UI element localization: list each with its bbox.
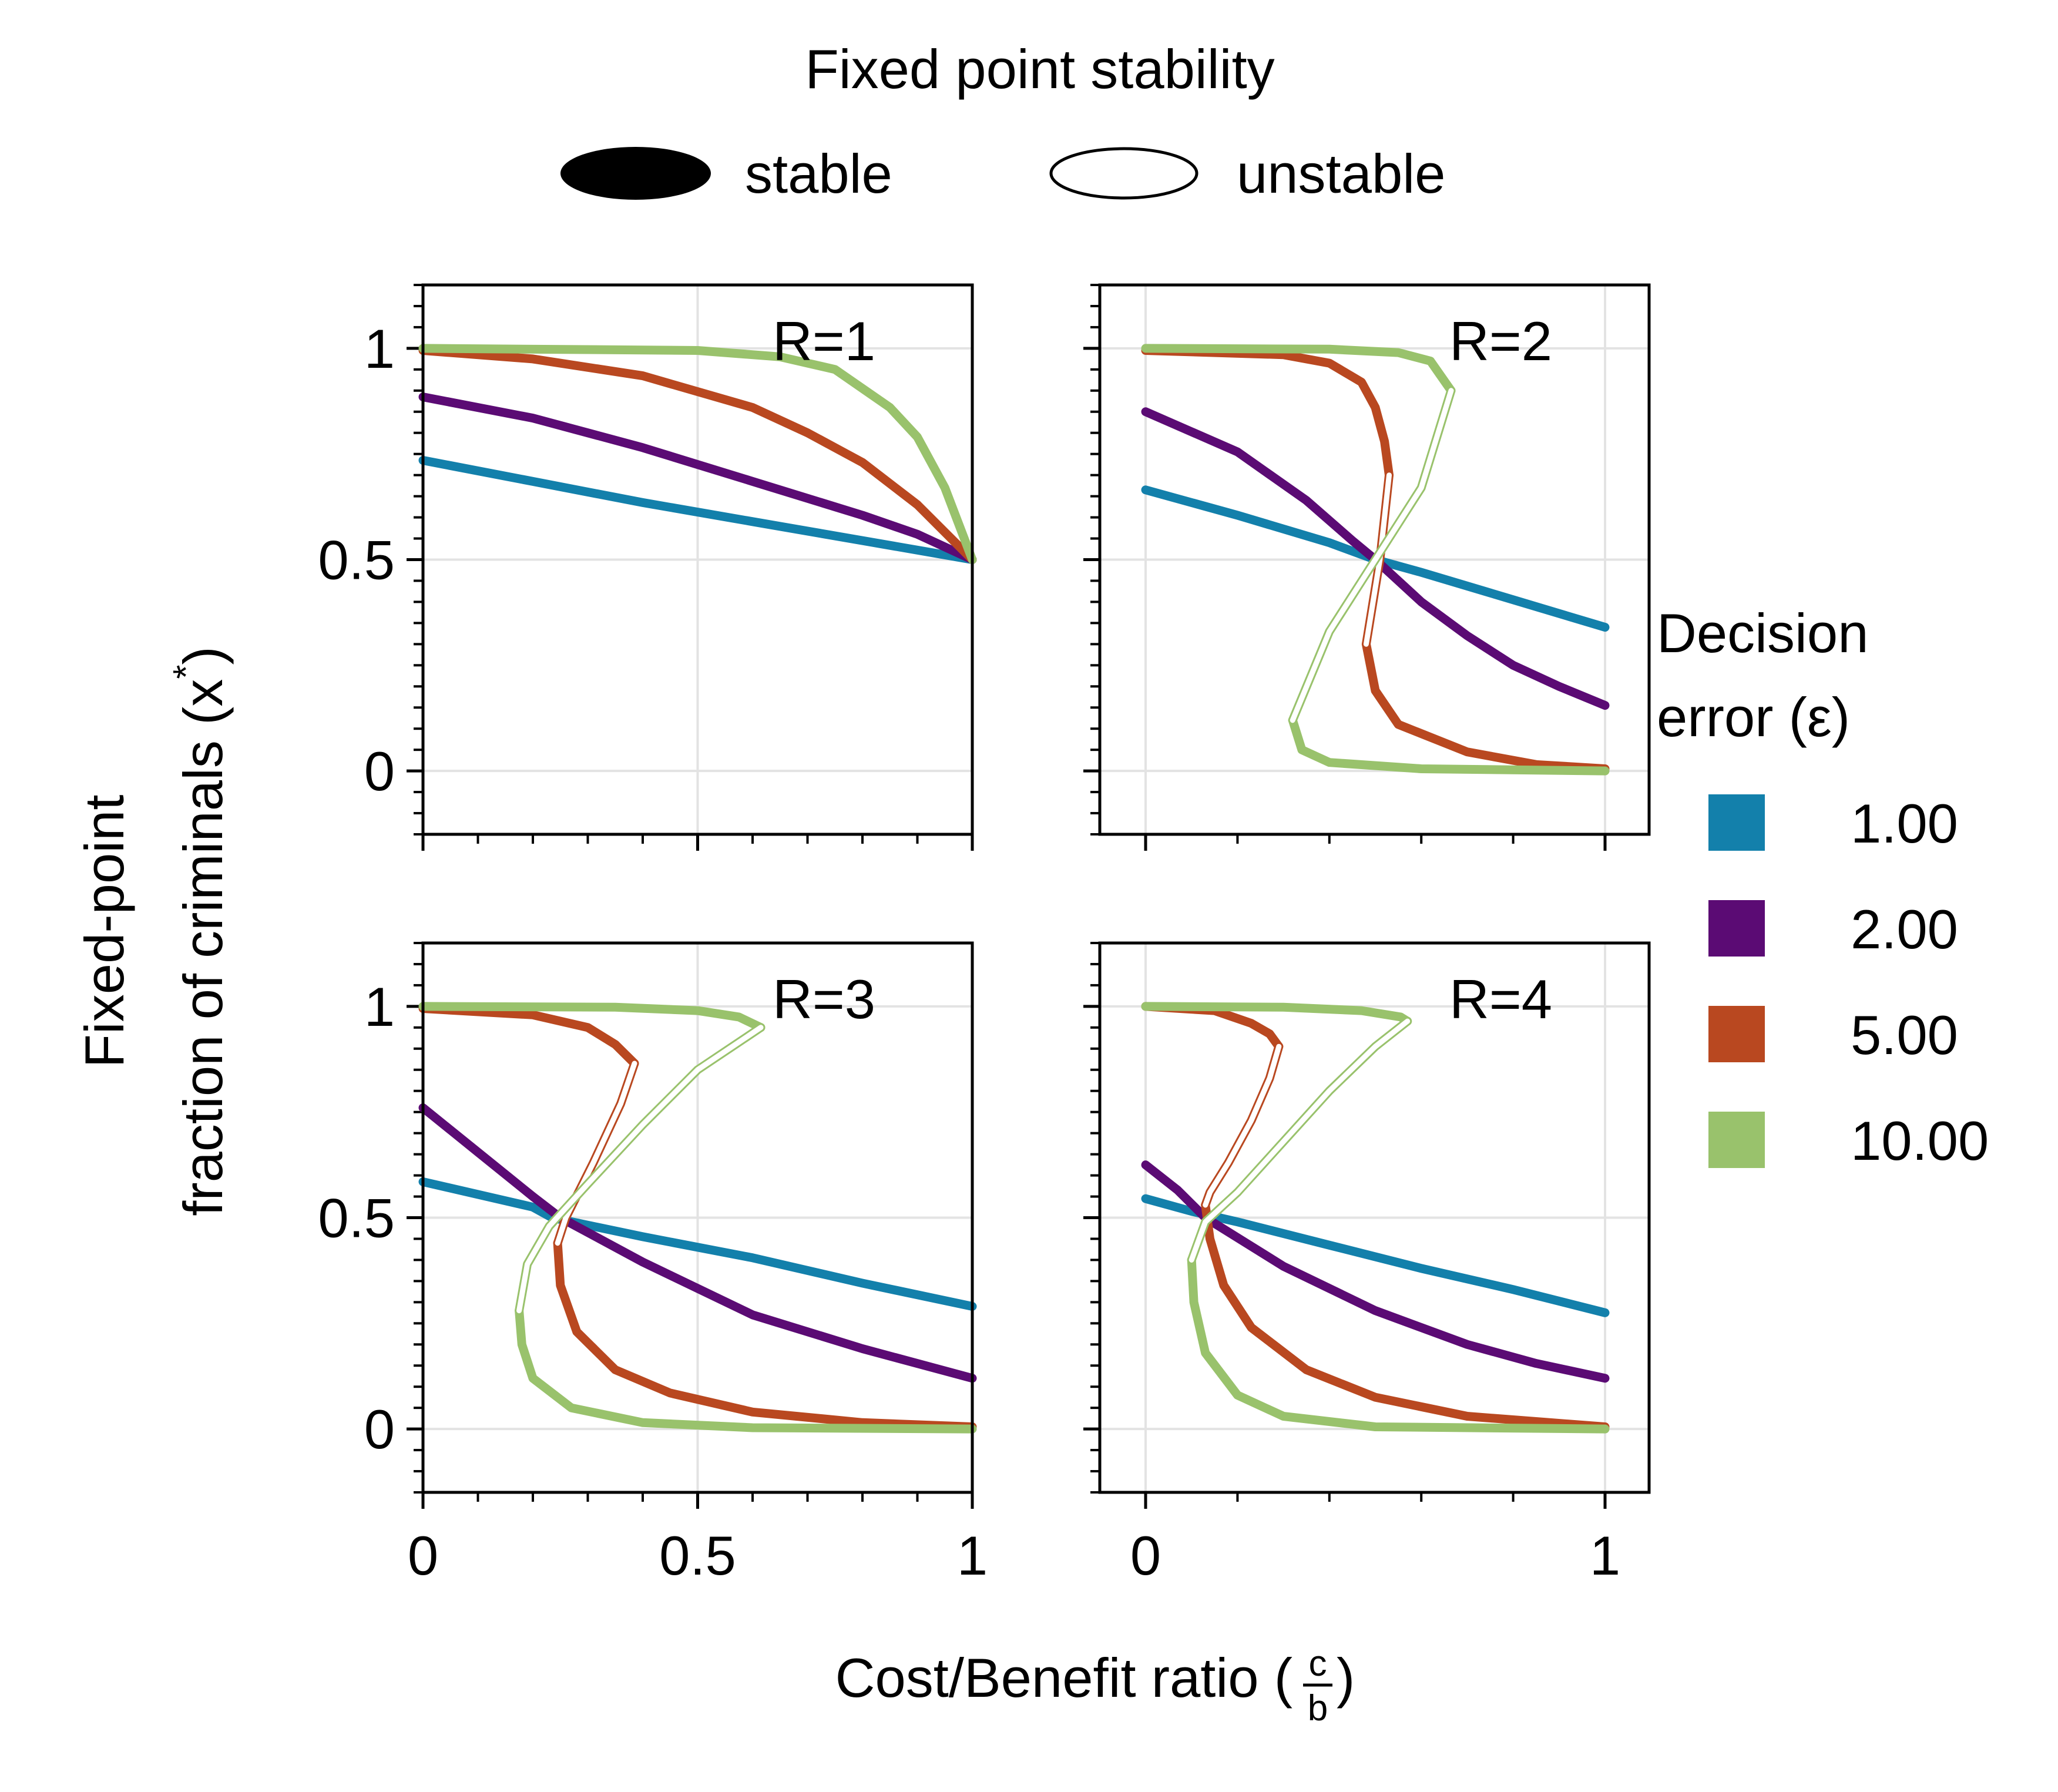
panel-frame: [1098, 941, 1651, 1494]
x-axis-title-numerator: c: [1309, 1643, 1327, 1684]
stable-branch-eps-10.00: [1141, 344, 1456, 395]
y-tick-label: 0.5: [318, 529, 395, 591]
stable-branch-eps-2.00: [418, 392, 977, 564]
unstable-label: unstable: [1237, 143, 1445, 204]
stable-branch-eps-5.00: [1201, 1200, 1610, 1431]
stability-legend-title: Fixed point stability: [805, 38, 1274, 100]
stable-branch-eps-2.00: [418, 1103, 977, 1383]
stable-branch-eps-10.00: [1288, 716, 1610, 776]
unstable-branch-eps-10.00: [516, 1025, 764, 1314]
unstable-branch-eps-5.00: [1203, 1043, 1282, 1208]
y-tick-label: 0.5: [318, 1187, 395, 1249]
x-axis-title: Cost/Benefit ratio ( c b ): [835, 1643, 1355, 1729]
unstable-branch-eps-10.00: [1189, 1018, 1411, 1263]
legend-swatch-eps-10.00: [1708, 1112, 1765, 1168]
stable-branch-eps-1.00: [1141, 1194, 1610, 1317]
legend-label-eps-1.00: 1.00: [1851, 793, 1958, 854]
y-axis-title: Fixed-point fraction of criminals (x*): [73, 646, 234, 1216]
stable-branch-eps-10.00: [1141, 1002, 1412, 1026]
x-tick-label: 0: [1130, 1525, 1161, 1586]
y-tick-label: 1: [364, 318, 395, 380]
legend-label-eps-5.00: 5.00: [1851, 1004, 1958, 1066]
stable-branch-eps-10.00: [418, 344, 977, 564]
y-axis-title-line1: Fixed-point: [73, 795, 135, 1068]
panel-frame: [421, 941, 974, 1494]
unstable-marker: [1049, 147, 1198, 200]
panel-label: R=4: [1449, 968, 1552, 1030]
error-legend: Decision error (ε) 1.00 2.00 5.00 10.00: [1657, 602, 1989, 1172]
unstable-branch-eps-10.00: [1290, 388, 1454, 723]
x-tick-label: 0.5: [659, 1525, 736, 1586]
panel-1: 0 0.5 1 R=1: [318, 283, 977, 851]
stable-branch-eps-10.00: [1187, 1255, 1610, 1434]
y-tick-label: 0: [364, 740, 395, 802]
stable-branch-eps-1.00: [418, 1177, 977, 1311]
legend-swatch-eps-2.00: [1708, 900, 1765, 957]
y-tick-label: 0: [364, 1398, 395, 1460]
stable-branch-eps-10.00: [515, 1306, 977, 1434]
x-tick-label: 1: [1590, 1525, 1620, 1586]
panel-2: R=2: [1083, 283, 1651, 851]
x-axis-title-close: ): [1337, 1647, 1355, 1709]
stable-branch-eps-2.00: [1141, 407, 1610, 710]
panel-label: R=3: [773, 968, 875, 1030]
panel-3: 0 0.5 1 0 0.5 1 R=3: [318, 941, 988, 1586]
stable-branch-eps-1.00: [418, 456, 977, 564]
stable-branch-eps-5.00: [418, 1004, 639, 1068]
stable-marker: [560, 147, 711, 200]
panel-label: R=2: [1449, 310, 1552, 372]
stable-branch-eps-2.00: [1141, 1160, 1610, 1383]
y-tick-label: 1: [364, 976, 395, 1038]
panel-label: R=1: [773, 310, 875, 372]
legend-swatch-eps-5.00: [1708, 1006, 1765, 1062]
stable-branch-eps-10.00: [418, 1002, 766, 1032]
panel-frame: [421, 283, 974, 836]
error-legend-title-line2: error (ε): [1657, 686, 1850, 748]
y-axis-title-line2: fraction of criminals (x*): [166, 646, 234, 1216]
stable-branch-eps-5.00: [1361, 639, 1610, 773]
error-legend-title-line1: Decision: [1657, 602, 1869, 664]
x-tick-label: 0: [408, 1525, 438, 1586]
stable-label: stable: [745, 143, 892, 204]
legend-swatch-eps-1.00: [1708, 794, 1765, 851]
unstable-branch-eps-5.00: [555, 1061, 637, 1246]
legend-label-eps-10.00: 10.00: [1851, 1110, 1989, 1172]
stable-branch-eps-5.00: [1141, 346, 1394, 480]
x-tick-label: 1: [957, 1525, 988, 1586]
legend-label-eps-2.00: 2.00: [1851, 898, 1958, 960]
stability-legend: Fixed point stability stable unstable: [560, 38, 1445, 204]
panels: 0 0.5 1 R=1 R=2 0 0.5 1 0 0.5 1 R=3 0 1 R=4: [318, 283, 1651, 1586]
stable-branch-eps-5.00: [553, 1239, 977, 1431]
panel-4: 0 1 R=4: [1083, 941, 1651, 1586]
panel-frame: [1098, 283, 1651, 836]
x-axis-title-main: Cost/Benefit ratio (: [835, 1647, 1292, 1709]
x-axis-title-denominator: b: [1308, 1688, 1328, 1729]
stable-branch-eps-5.00: [418, 346, 977, 564]
